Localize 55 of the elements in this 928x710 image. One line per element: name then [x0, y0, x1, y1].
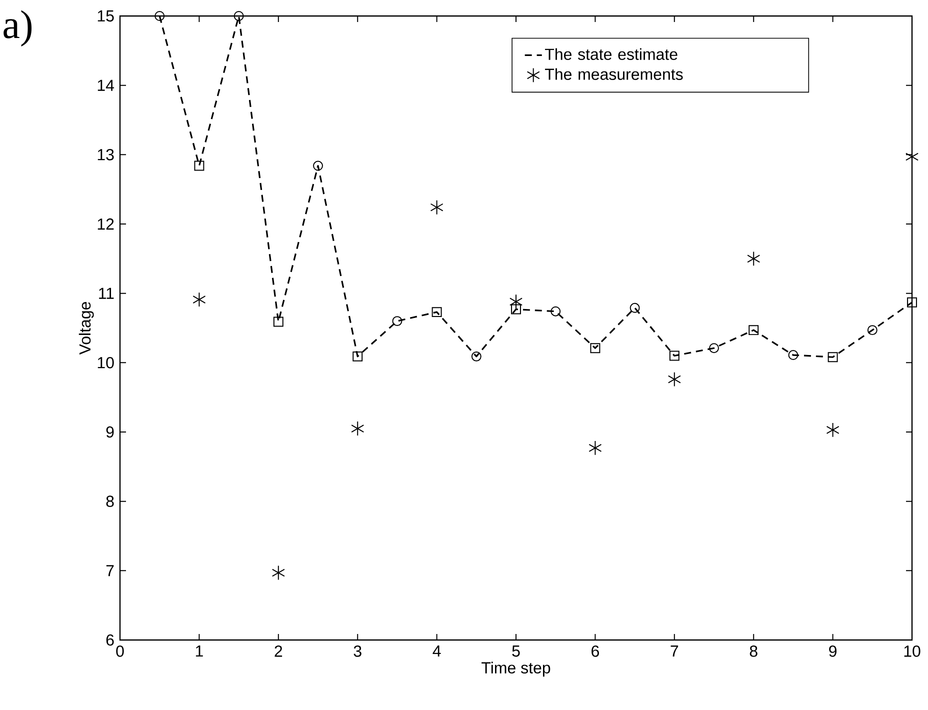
y-tick-label: 12 — [98, 218, 114, 230]
point — [154, 11, 165, 21]
x-tick-label: 2 — [274, 646, 282, 657]
point — [272, 565, 285, 580]
point — [194, 160, 204, 171]
point — [471, 351, 482, 362]
y-axis-title: Voltage — [78, 302, 94, 355]
x-tick-label: 1 — [196, 646, 203, 657]
point — [747, 251, 760, 266]
text: a) — [4, 10, 32, 46]
point — [788, 350, 798, 360]
x-tick-label: 10 — [904, 646, 920, 657]
point — [907, 297, 917, 308]
x-tick-label: 7 — [670, 646, 678, 657]
point — [313, 160, 323, 171]
point — [867, 325, 878, 336]
x-axis-title: Time step — [482, 662, 550, 677]
point — [826, 422, 840, 438]
point — [511, 304, 521, 314]
y-tick-label: 14 — [98, 80, 114, 91]
x-tick-label: 3 — [354, 646, 362, 657]
point — [432, 307, 442, 318]
legend-label: The state estimate — [545, 48, 678, 60]
x-tick-label: 9 — [829, 646, 836, 657]
point — [351, 421, 364, 436]
y-tick-label: 9 — [106, 426, 114, 438]
y-tick-label: 15 — [98, 10, 114, 22]
y-tick-label: 8 — [106, 496, 114, 507]
y-tick-label: 11 — [99, 288, 114, 299]
point — [590, 343, 600, 354]
legend-label: The measurements — [545, 68, 683, 80]
point — [273, 316, 284, 327]
y-tick-label: 13 — [98, 149, 114, 160]
point — [234, 11, 244, 21]
x-tick-label: 6 — [592, 646, 599, 657]
point — [430, 200, 444, 215]
point — [509, 294, 523, 310]
x-tick-label: 5 — [512, 646, 520, 657]
point — [748, 325, 759, 336]
y-tick-label: 6 — [106, 634, 114, 646]
point — [630, 302, 640, 313]
x-tick-label: 8 — [750, 646, 758, 657]
point — [709, 343, 719, 354]
y-tick-label: 7 — [106, 565, 114, 576]
point — [550, 306, 561, 316]
point — [588, 440, 602, 456]
x-tick-label: 0 — [116, 646, 124, 657]
point — [668, 372, 681, 387]
point — [352, 351, 363, 362]
point — [828, 352, 838, 362]
point — [192, 292, 206, 308]
y-tick-label: 10 — [98, 357, 114, 368]
point — [669, 350, 680, 361]
x-tick-label: 4 — [432, 646, 441, 657]
point — [392, 316, 402, 326]
